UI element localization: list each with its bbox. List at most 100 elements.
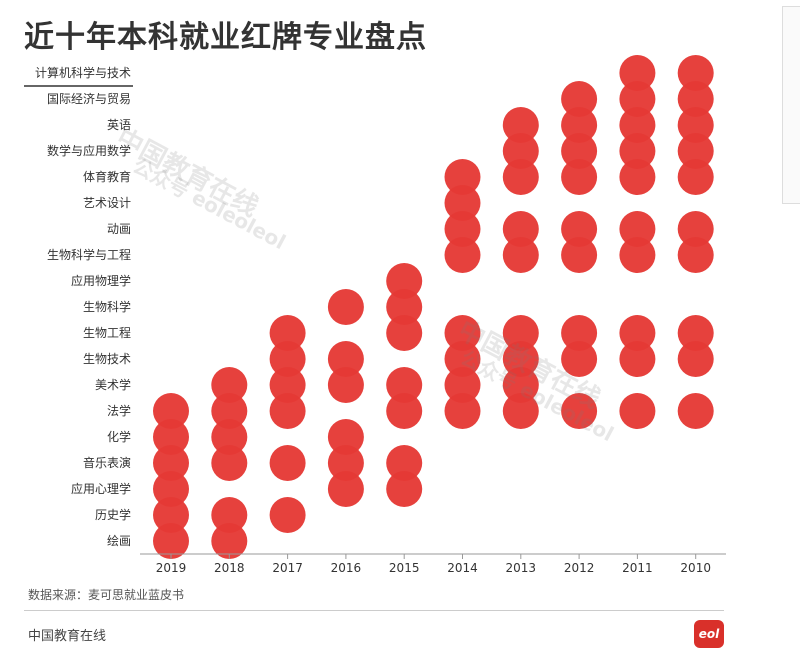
publisher-name: 中国教育在线 bbox=[28, 629, 107, 644]
red-card-dot bbox=[561, 107, 598, 143]
page-title: 近十年本科就业红牌专业盘点 bbox=[24, 20, 427, 55]
eol-logo: eol bbox=[694, 620, 724, 648]
red-card-dot bbox=[677, 211, 714, 247]
red-card-dot bbox=[153, 419, 189, 455]
major-label: 生物技术 bbox=[83, 352, 131, 366]
red-card-dot bbox=[619, 55, 656, 91]
year-tick-label: 2013 bbox=[506, 561, 537, 575]
side-panel-edge bbox=[782, 6, 800, 204]
major-label: 体育教育 bbox=[83, 169, 131, 184]
red-card-dot bbox=[502, 367, 539, 403]
red-card-dot bbox=[444, 393, 481, 429]
infographic-frame: 近十年本科就业红牌专业盘点 计算机科学与技术 国际经济与贸易 英语 数学与应用数学 体育… bbox=[24, 20, 726, 648]
year-tick-label: 2019 bbox=[156, 561, 187, 575]
red-card-dot bbox=[444, 315, 481, 351]
year-tick-label: 2018 bbox=[214, 561, 245, 575]
red-card-dot bbox=[677, 315, 714, 351]
red-card-dot bbox=[269, 393, 306, 429]
red-card-dot bbox=[327, 419, 364, 455]
red-card-dot bbox=[211, 523, 248, 559]
red-card-dot bbox=[502, 315, 539, 351]
red-card-dot bbox=[211, 419, 248, 455]
red-card-dot bbox=[269, 367, 306, 403]
red-card-dot bbox=[269, 445, 306, 481]
red-card-dot bbox=[153, 471, 189, 507]
red-card-dot bbox=[153, 523, 189, 559]
red-card-dot bbox=[153, 393, 189, 429]
red-card-dot bbox=[386, 263, 423, 299]
red-card-dot bbox=[677, 159, 714, 195]
red-card-dot bbox=[386, 445, 423, 481]
red-card-dot bbox=[502, 237, 539, 273]
red-card-dot bbox=[561, 341, 598, 377]
red-card-dot bbox=[561, 159, 598, 195]
red-card-dot bbox=[386, 289, 423, 325]
major-label: 生物科学与工程 bbox=[47, 247, 131, 262]
red-card-dot bbox=[211, 445, 248, 481]
red-card-dot bbox=[502, 393, 539, 429]
red-card-dot bbox=[677, 393, 714, 429]
major-label: 动画 bbox=[107, 222, 131, 236]
red-card-dot bbox=[619, 237, 656, 273]
red-card-dot bbox=[677, 81, 714, 117]
red-card-dot bbox=[444, 185, 481, 221]
red-card-dot bbox=[619, 107, 656, 143]
red-card-dot bbox=[677, 237, 714, 273]
year-tick-label: 2011 bbox=[622, 561, 653, 575]
red-card-dot bbox=[561, 237, 598, 273]
red-card-dot bbox=[211, 497, 248, 533]
red-card-dot bbox=[386, 367, 423, 403]
major-label: 艺术设计 bbox=[83, 196, 131, 210]
red-card-dot bbox=[444, 341, 481, 377]
red-card-dot bbox=[619, 211, 656, 247]
red-card-dot bbox=[619, 341, 656, 377]
logo-text: eol bbox=[698, 627, 720, 641]
red-card-chart: 计算机科学与技术国际经济与贸易英语数学与应用数学体育教育艺术设计动画生物科学与工… bbox=[24, 55, 726, 575]
major-label: 应用心理学 bbox=[71, 481, 131, 496]
red-card-dot bbox=[677, 107, 714, 143]
red-card-dot bbox=[619, 393, 656, 429]
red-card-dot bbox=[502, 107, 539, 143]
red-card-dot bbox=[327, 341, 364, 377]
major-label: 英语 bbox=[107, 118, 131, 132]
year-tick-label: 2016 bbox=[331, 561, 362, 575]
red-card-dot bbox=[327, 289, 364, 325]
red-card-dot bbox=[619, 81, 656, 117]
major-label: 法学 bbox=[107, 403, 131, 418]
red-card-dot bbox=[619, 315, 656, 351]
red-card-dot bbox=[677, 133, 714, 169]
major-label: 计算机科学与技术 bbox=[35, 65, 131, 80]
red-card-dot bbox=[502, 133, 539, 169]
red-card-dot bbox=[327, 471, 364, 507]
red-card-dot bbox=[677, 341, 714, 377]
red-card-dot bbox=[561, 315, 598, 351]
red-card-dot bbox=[619, 159, 656, 195]
major-label: 生物科学 bbox=[83, 299, 131, 314]
footer-divider bbox=[24, 610, 724, 611]
year-tick-label: 2015 bbox=[389, 561, 420, 575]
year-tick-label: 2012 bbox=[564, 561, 595, 575]
red-card-dot bbox=[269, 341, 306, 377]
major-label: 历史学 bbox=[95, 507, 131, 522]
red-card-dot bbox=[561, 133, 598, 169]
red-card-dot bbox=[561, 81, 598, 117]
major-label: 绘画 bbox=[107, 533, 131, 548]
red-card-dot bbox=[386, 393, 423, 429]
red-card-dot bbox=[327, 445, 364, 481]
year-tick-label: 2017 bbox=[272, 561, 303, 575]
red-card-dot bbox=[619, 133, 656, 169]
major-label: 数学与应用数学 bbox=[47, 143, 131, 158]
major-label: 化学 bbox=[107, 429, 131, 444]
red-card-dot bbox=[269, 497, 306, 533]
red-card-dot bbox=[444, 159, 481, 195]
red-card-dot bbox=[561, 393, 598, 429]
red-card-dot bbox=[386, 315, 423, 351]
red-card-dot bbox=[386, 471, 423, 507]
year-tick-label: 2010 bbox=[680, 561, 711, 575]
red-card-dot bbox=[153, 497, 189, 533]
major-label: 应用物理学 bbox=[71, 273, 131, 288]
red-card-dot bbox=[211, 393, 248, 429]
source-note: 数据来源：麦可思就业蓝皮书 bbox=[28, 588, 185, 602]
major-label: 美术学 bbox=[95, 377, 131, 392]
red-card-dot bbox=[502, 341, 539, 377]
